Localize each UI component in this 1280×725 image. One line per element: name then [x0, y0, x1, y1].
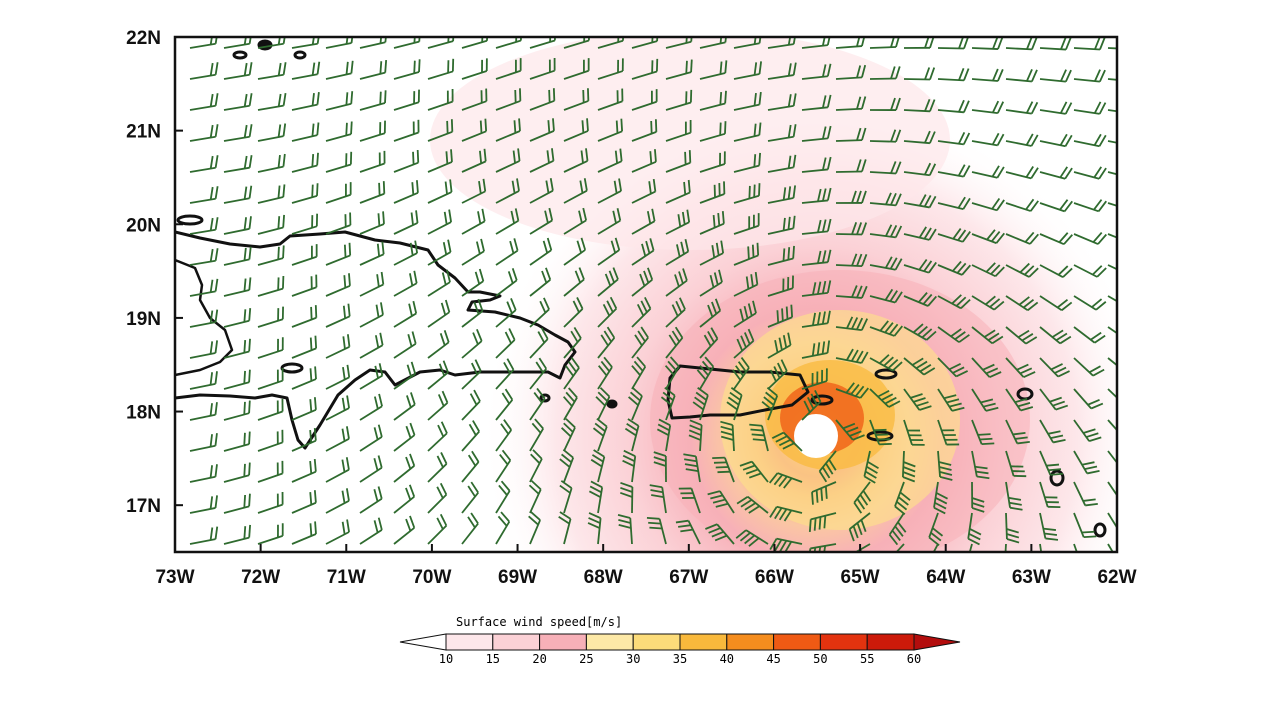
colorbar-bin [586, 634, 633, 650]
colorbar-level-label: 20 [532, 652, 546, 666]
colorbar-bin [680, 634, 727, 650]
lat-tick-label: 17N [126, 496, 161, 517]
colorbar-bin [727, 634, 774, 650]
colorbar-level-label: 50 [813, 652, 827, 666]
lon-tick-label: 69W [498, 567, 537, 588]
lat-tick-label: 18N [126, 403, 161, 424]
colorbar-level-label: 60 [907, 652, 921, 666]
colorbar-bin [774, 634, 821, 650]
lon-tick-label: 68W [584, 567, 623, 588]
storm-eye [794, 414, 838, 458]
lon-tick-label: 63W [1012, 567, 1051, 588]
colorbar-bin [446, 634, 493, 650]
lon-tick-label: 67W [669, 567, 708, 588]
lon-tick-label: 72W [241, 567, 280, 588]
colorbar-level-label: 35 [673, 652, 687, 666]
lon-tick-label: 64W [926, 567, 965, 588]
colorbar-bin [633, 634, 680, 650]
lon-tick-label: 62W [1097, 567, 1136, 588]
colorbar: Surface wind speed[m/s] 10 15 20 25 30 35 40 45 5… [400, 615, 960, 666]
colorbar-bin [540, 634, 587, 650]
lat-tick-label: 19N [126, 309, 161, 330]
lon-tick-label: 70W [412, 567, 451, 588]
lon-tick-label: 71W [327, 567, 366, 588]
colorbar-level-label: 55 [860, 652, 874, 666]
lon-tick-label: 65W [841, 567, 880, 588]
colorbar-bin [493, 634, 540, 650]
colorbar-level-label: 40 [720, 652, 734, 666]
colorbar-level-label: 30 [626, 652, 640, 666]
lon-tick-label: 73W [155, 567, 194, 588]
colorbar-title: Surface wind speed[m/s] [456, 615, 622, 629]
colorbar-level-label: 25 [579, 652, 593, 666]
lat-tick-label: 20N [126, 215, 161, 236]
map-plot-area [175, 28, 1140, 576]
colorbar-level-label: 15 [486, 652, 500, 666]
colorbar-level-label: 45 [766, 652, 780, 666]
lat-tick-label: 21N [126, 122, 161, 143]
colorbar-bin [820, 634, 867, 650]
colorbar-low-arrow [400, 634, 446, 650]
colorbar-high-arrow [914, 634, 960, 650]
colorbar-level-label: 10 [439, 652, 453, 666]
lon-tick-label: 66W [755, 567, 794, 588]
colorbar-bin [867, 634, 914, 650]
lat-tick-label: 22N [126, 28, 161, 49]
